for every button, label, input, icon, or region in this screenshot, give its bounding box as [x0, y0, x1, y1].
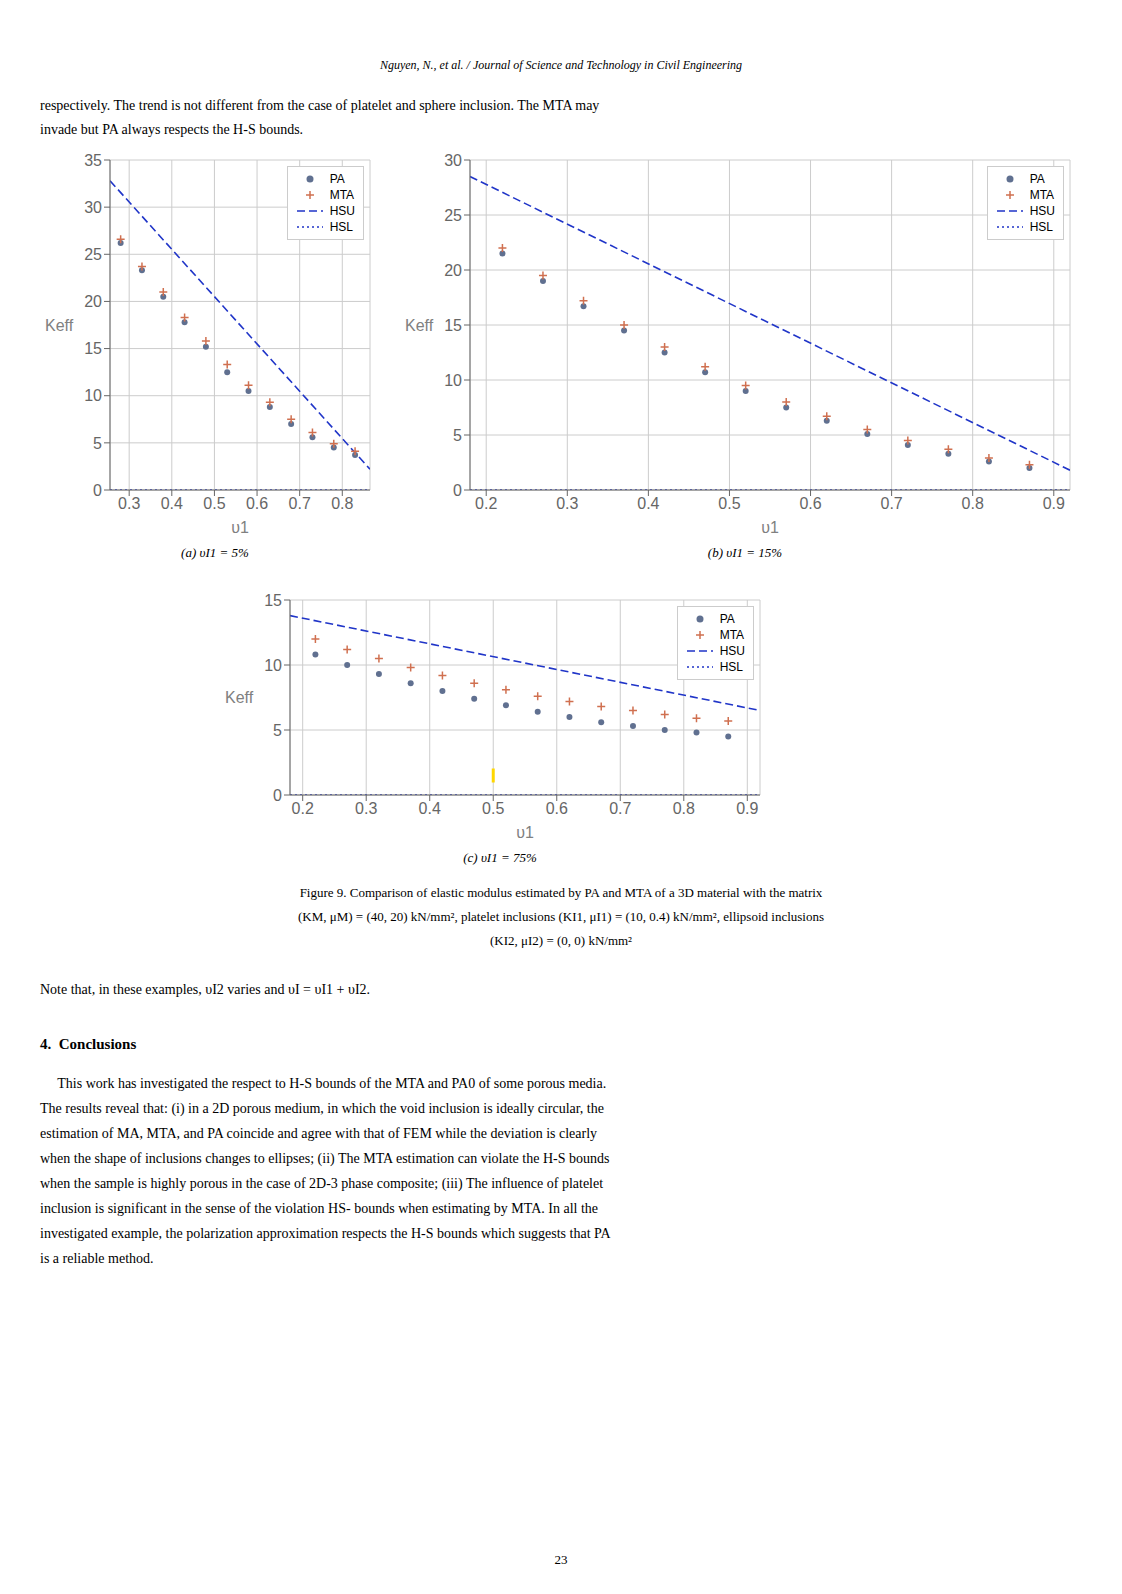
svg-text:15: 15 [84, 340, 102, 357]
html-text:HSU: HSU [719, 644, 745, 658]
html-text:PA: PA [1029, 172, 1045, 186]
svg-text:10: 10 [84, 387, 102, 404]
svg-text:5: 5 [273, 722, 282, 739]
svg-text:0.6: 0.6 [546, 800, 568, 817]
html-text:MTA: MTA [719, 628, 745, 642]
html-text:MTA: MTA [329, 188, 355, 202]
svg-text:0: 0 [93, 482, 102, 499]
svg-text:0.4: 0.4 [419, 800, 441, 817]
html-text:Figure 9. Comparison of elasti: Figure 9. Comparison of elastic modulus … [299, 885, 823, 900]
html-text:(c) υI1 = 75%: (c) υI1 = 75% [463, 850, 537, 865]
svg-text:0.6: 0.6 [246, 495, 268, 512]
html-text:when the shape of inclusions c: when the shape of inclusions changes to … [40, 1151, 610, 1166]
html-text:(a) υI1 = 5%: (a) υI1 = 5% [181, 545, 249, 560]
svg-text:Keff: Keff [225, 689, 254, 706]
svg-text:0: 0 [453, 482, 462, 499]
svg-text:υ1: υ1 [516, 824, 534, 841]
svg-text:20: 20 [444, 262, 462, 279]
html-text:investigated example, the pola: investigated example, the polarization a… [40, 1226, 611, 1241]
html-text:This work has investigated the: This work has investigated the respect t… [40, 1076, 607, 1091]
svg-text:υ1: υ1 [231, 519, 249, 536]
svg-text:Keff: Keff [405, 317, 434, 334]
svg-text:0.4: 0.4 [161, 495, 183, 512]
html-text:HSU: HSU [329, 204, 355, 218]
svg-text:20: 20 [84, 293, 102, 310]
html-text:(KI2, μI2) = (0, 0) kN/mm²: (KI2, μI2) = (0, 0) kN/mm² [490, 933, 632, 948]
svg-text:0.5: 0.5 [482, 800, 504, 817]
html-text:PA: PA [719, 612, 735, 626]
svg-text:0.7: 0.7 [609, 800, 631, 817]
html-text:(KM, μM) = (40, 20) kN/mm², pl: (KM, μM) = (40, 20) kN/mm², platelet inc… [298, 909, 824, 924]
svg-text:0.6: 0.6 [799, 495, 821, 512]
svg-text:10: 10 [264, 657, 282, 674]
svg-text:0.7: 0.7 [289, 495, 311, 512]
svg-text:0.5: 0.5 [718, 495, 740, 512]
svg-text:5: 5 [453, 427, 462, 444]
svg-text:10: 10 [444, 372, 462, 389]
svg-text:0.4: 0.4 [637, 495, 659, 512]
html-text:Note that, in these examples,: Note that, in these examples, υI2 varies… [40, 982, 370, 997]
svg-text:0.8: 0.8 [673, 800, 695, 817]
svg-text:0.3: 0.3 [355, 800, 377, 817]
html-text:is a reliable method.: is a reliable method. [40, 1251, 154, 1266]
html-text:HSL: HSL [719, 660, 743, 674]
html-text:MTA: MTA [1029, 188, 1055, 202]
svg-text:Keff: Keff [45, 317, 74, 334]
html-text:HSL: HSL [329, 220, 353, 234]
svg-text:0.8: 0.8 [331, 495, 353, 512]
svg-text:0.7: 0.7 [880, 495, 902, 512]
html-text:The results reveal that: (i) i: The results reveal that: (i) in a 2D por… [40, 1101, 604, 1116]
html-text:HSU: HSU [1029, 204, 1055, 218]
svg-text:15: 15 [444, 317, 462, 334]
svg-text:0.2: 0.2 [292, 800, 314, 817]
html-text:4. Conclusions: 4. Conclusions [40, 1036, 137, 1052]
html-text:when the sample is highly poro: when the sample is highly porous in the … [40, 1176, 604, 1191]
html-text:23: 23 [554, 1552, 568, 1567]
svg-text:0.5: 0.5 [203, 495, 225, 512]
svg-text:25: 25 [444, 207, 462, 224]
svg-text:30: 30 [444, 152, 462, 169]
svg-text:0.2: 0.2 [475, 495, 497, 512]
svg-text:5: 5 [93, 435, 102, 452]
svg-text:30: 30 [84, 199, 102, 216]
svg-text:0.3: 0.3 [118, 495, 140, 512]
html-text:invade but PA always respects: invade but PA always respects the H-S bo… [40, 122, 304, 137]
svg-text:0: 0 [273, 787, 282, 804]
svg-text:35: 35 [84, 152, 102, 169]
svg-text:15: 15 [264, 592, 282, 609]
svg-text:0.9: 0.9 [736, 800, 758, 817]
html-text:inclusion is significant in th: inclusion is significant in the sense of… [40, 1201, 598, 1216]
svg-text:25: 25 [84, 246, 102, 263]
html-text:PA: PA [329, 172, 345, 186]
html-text:estimation of MA, MTA, and PA: estimation of MA, MTA, and PA coincide a… [40, 1126, 598, 1141]
svg-text:0.9: 0.9 [1043, 495, 1065, 512]
svg-text:0.3: 0.3 [556, 495, 578, 512]
svg-text:0.8: 0.8 [962, 495, 984, 512]
html-text:HSL: HSL [1029, 220, 1053, 234]
html-text:(b) υI1 = 15%: (b) υI1 = 15% [707, 545, 783, 560]
svg-text:υ1: υ1 [761, 519, 779, 536]
html-text:respectively. The trend is not: respectively. The trend is not different… [40, 98, 600, 113]
html-text:Nguyen, N., et al. / Journal o: Nguyen, N., et al. / Journal of Science … [379, 58, 743, 72]
